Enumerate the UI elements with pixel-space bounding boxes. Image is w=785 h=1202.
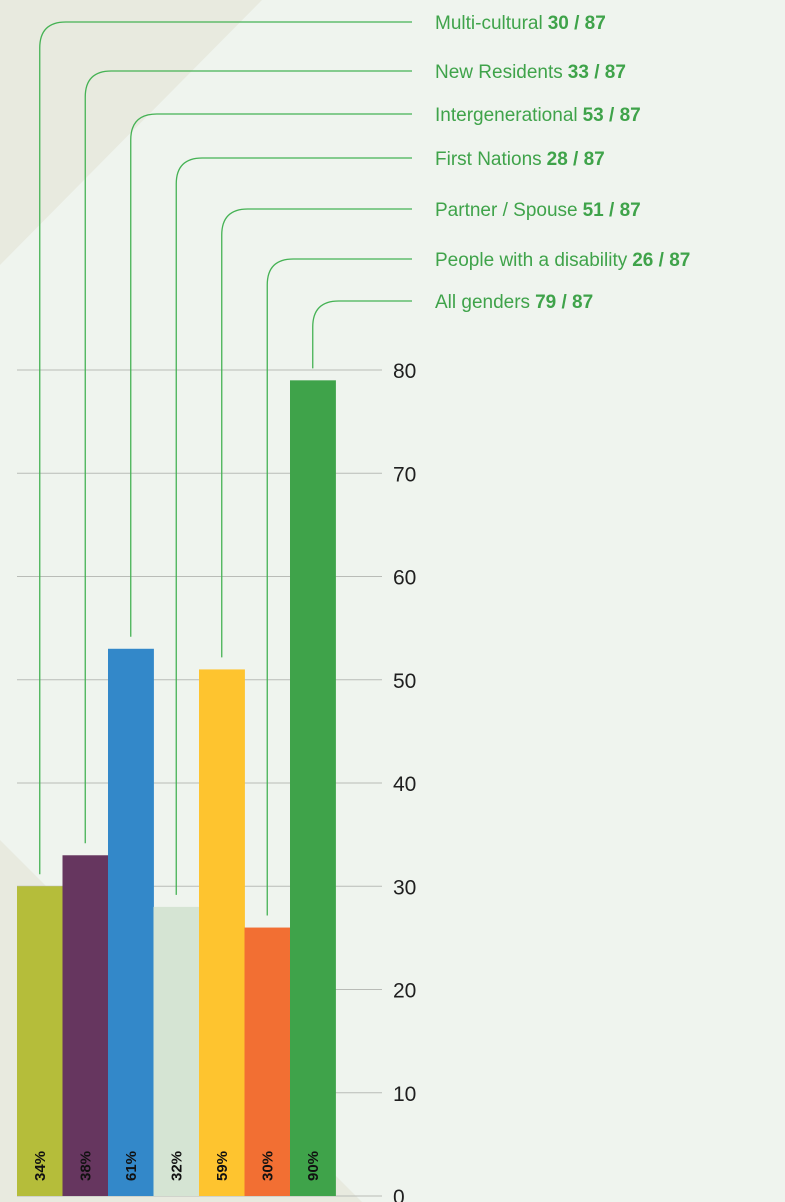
y-tick-label: 70 xyxy=(393,463,416,486)
leader-line xyxy=(312,300,412,369)
leader-line xyxy=(221,208,412,658)
leader-line xyxy=(84,70,412,844)
category-name: All genders xyxy=(435,292,530,313)
y-tick-label: 50 xyxy=(393,670,416,693)
bar-3 xyxy=(153,906,200,1196)
category-count: 79 / 87 xyxy=(535,292,593,313)
category-label: All genders 79 / 87 xyxy=(435,292,593,313)
y-tick-label: 20 xyxy=(393,980,416,1003)
category-name: First Nations xyxy=(435,149,542,170)
category-count: 28 / 87 xyxy=(547,149,605,170)
category-count: 30 / 87 xyxy=(548,13,606,34)
category-name: Intergenerational xyxy=(435,105,578,126)
y-axis: 0 10 20 30 40 50 60 70 80 xyxy=(393,360,416,1202)
y-tick-label: 10 xyxy=(393,1083,416,1106)
percent-label: 32% xyxy=(168,1151,185,1181)
category-label: People with a disability 26 / 87 xyxy=(435,250,690,271)
y-tick-label: 0 xyxy=(393,1186,405,1202)
category-count: 26 / 87 xyxy=(632,250,690,271)
percent-labels: 34% 38% 61% 32% 59% 30% 90% xyxy=(32,1151,322,1181)
percent-label: 61% xyxy=(123,1151,140,1181)
category-label: Intergenerational 53 / 87 xyxy=(435,105,641,126)
y-tick-label: 60 xyxy=(393,567,416,590)
category-label: Multi-cultural 30 / 87 xyxy=(435,13,606,34)
bar-5 xyxy=(244,927,291,1196)
leader-line xyxy=(175,157,412,895)
bars xyxy=(17,380,336,1196)
bar-0 xyxy=(17,886,63,1196)
bar-2 xyxy=(108,648,154,1196)
category-name: Multi-cultural xyxy=(435,13,543,34)
category-count: 51 / 87 xyxy=(583,200,641,221)
y-tick-label: 80 xyxy=(393,360,416,383)
leader-line xyxy=(266,258,412,916)
bar-4 xyxy=(199,669,245,1196)
category-label: New Residents 33 / 87 xyxy=(435,62,626,83)
category-label: First Nations 28 / 87 xyxy=(435,149,605,170)
category-label: Partner / Spouse 51 / 87 xyxy=(435,200,641,221)
leader-line xyxy=(39,21,412,875)
percent-label: 38% xyxy=(77,1151,94,1181)
leader-line xyxy=(130,113,412,637)
category-name: People with a disability xyxy=(435,250,628,271)
leader-lines xyxy=(39,21,412,916)
y-tick-label: 30 xyxy=(393,876,416,899)
bar-6 xyxy=(290,380,336,1196)
bar-1 xyxy=(62,855,109,1196)
category-count: 33 / 87 xyxy=(568,62,626,83)
percent-label: 30% xyxy=(259,1151,276,1181)
category-count: 53 / 87 xyxy=(583,105,641,126)
category-name: New Residents xyxy=(435,62,563,83)
percent-label: 34% xyxy=(32,1151,49,1181)
percent-label: 90% xyxy=(305,1151,322,1181)
y-tick-label: 40 xyxy=(393,773,416,796)
category-labels: Multi-cultural 30 / 87 New Residents 33 / 8… xyxy=(435,13,690,313)
percent-label: 59% xyxy=(214,1151,231,1181)
category-name: Partner / Spouse xyxy=(435,200,578,221)
